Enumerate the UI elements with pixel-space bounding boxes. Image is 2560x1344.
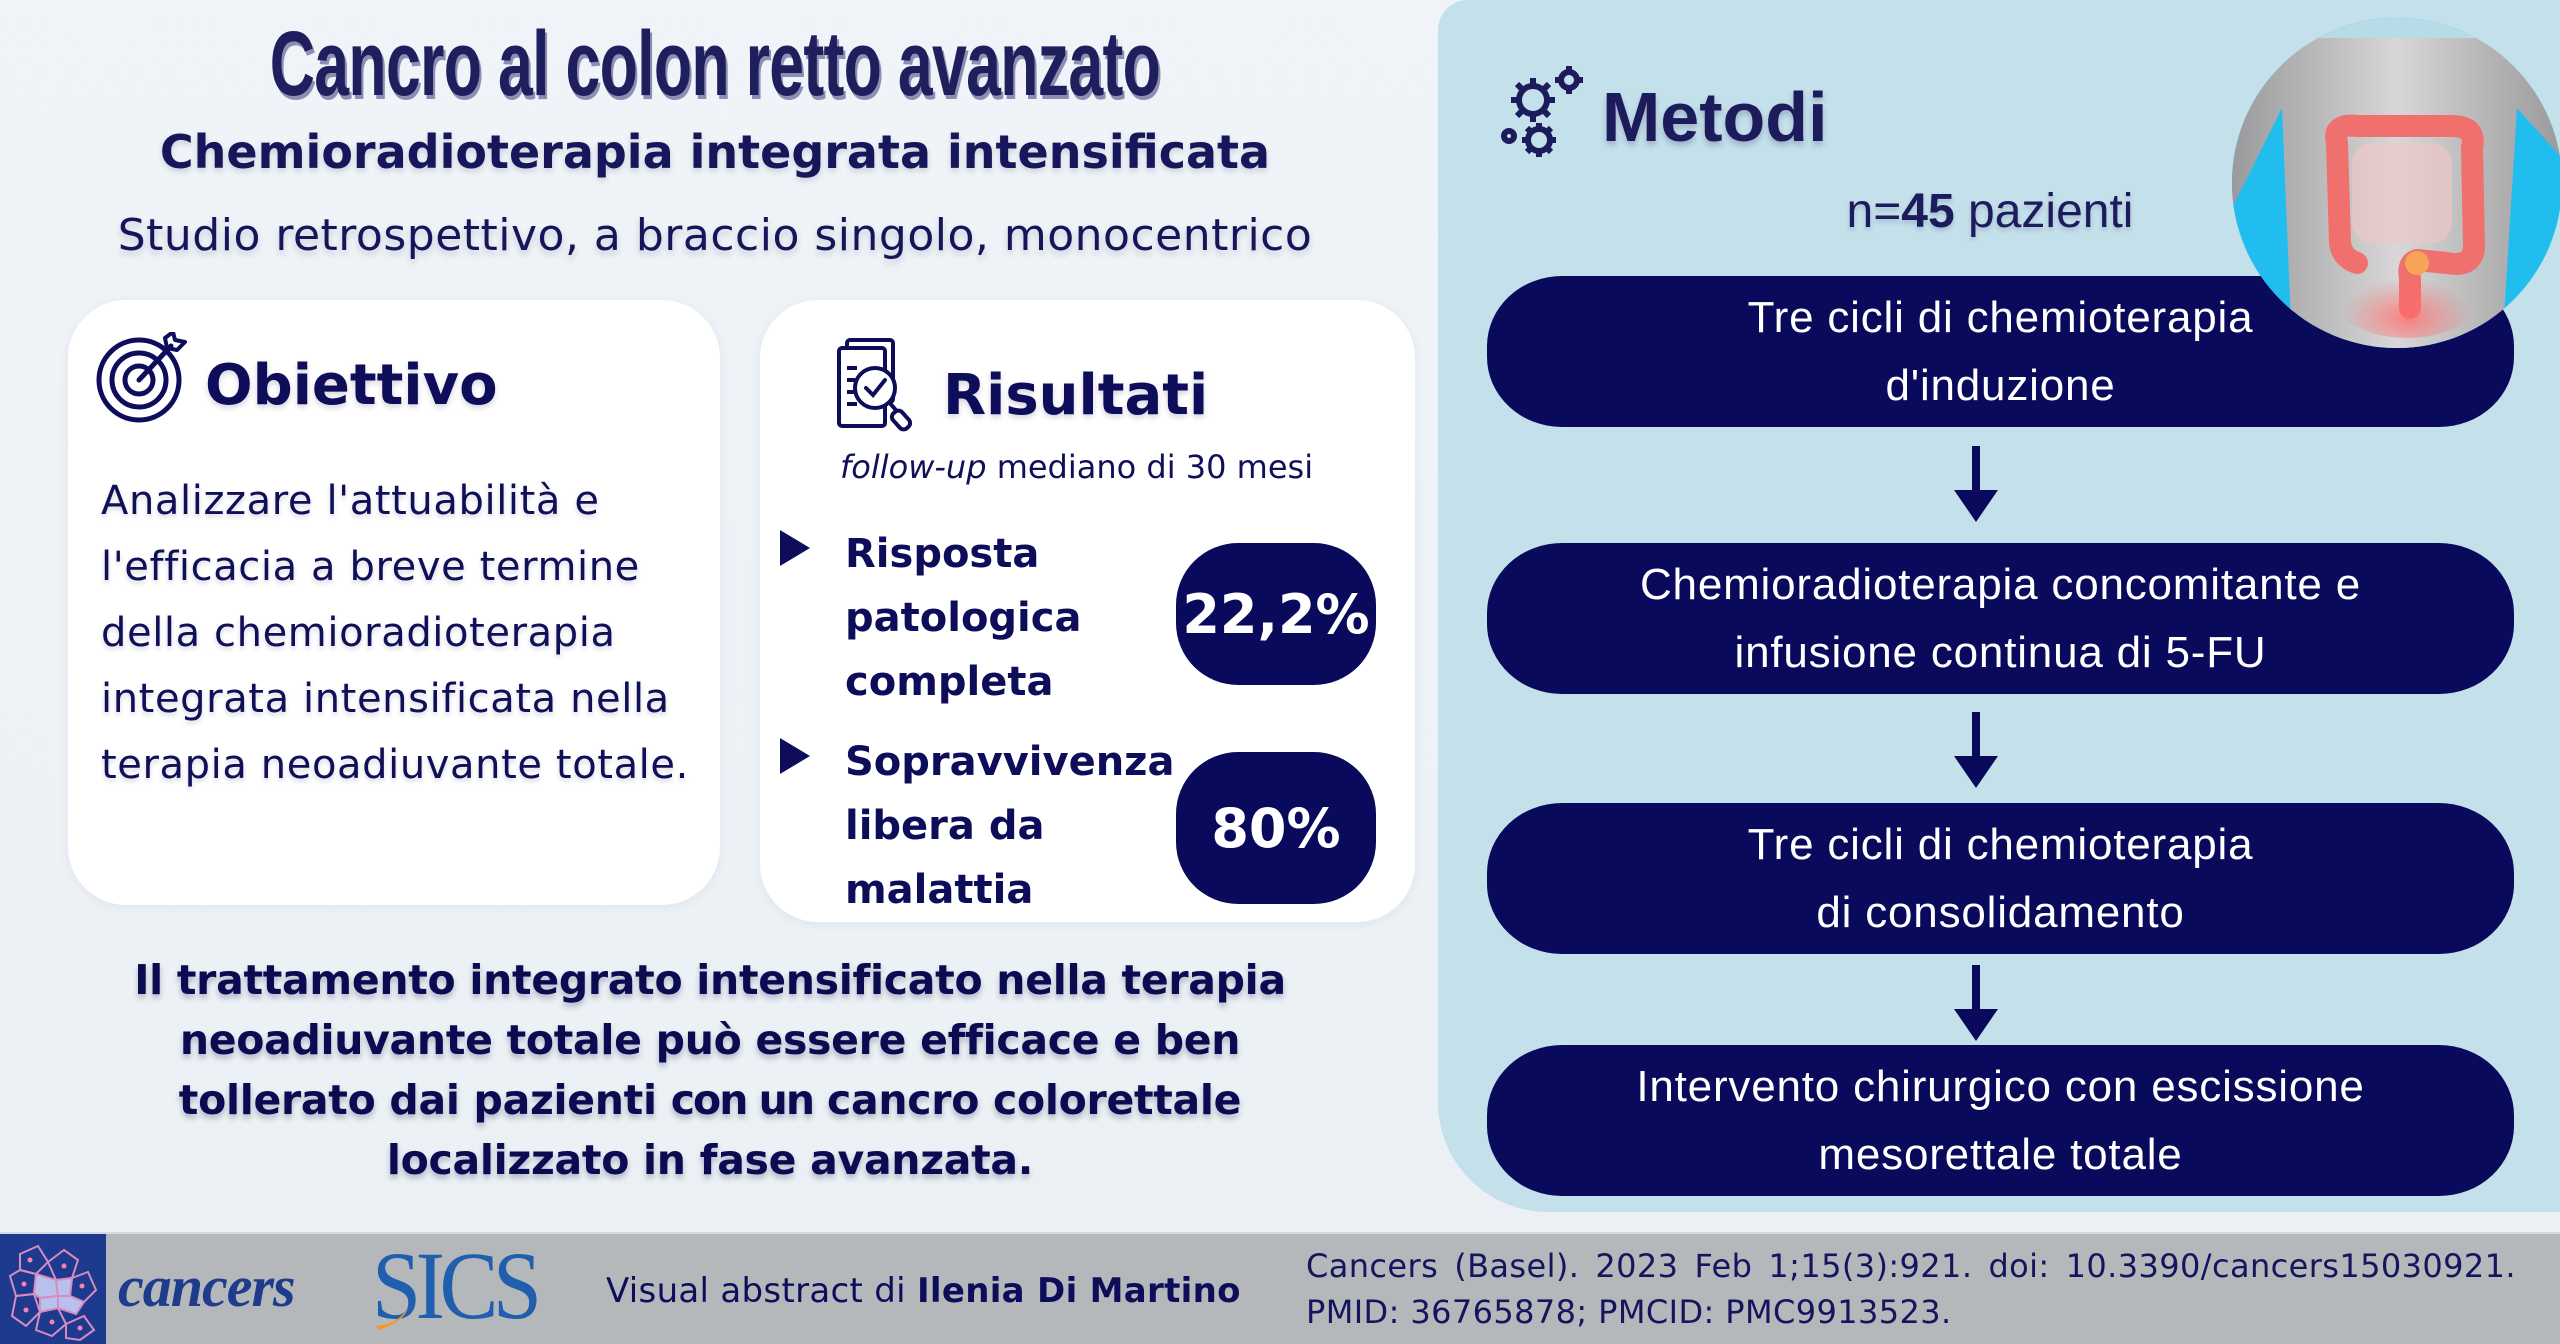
colon-anatomy-illustration bbox=[2232, 18, 2560, 348]
conclusion-fragment: cancro colorettale bbox=[813, 1076, 1242, 1124]
step-line: infusione continua di 5-FU bbox=[1734, 627, 2267, 677]
conclusion-line: Il trattamento integrato intensificato n… bbox=[134, 956, 1286, 1004]
footer bbox=[0, 1232, 2560, 1344]
conclusion-fragment: con un bbox=[670, 1076, 815, 1124]
methods-heading: Metodi bbox=[1602, 78, 1828, 156]
visual-abstract-credit: Visual abstract di Ilenia Di Martino bbox=[606, 1264, 1241, 1318]
result-value-badge: 22,2% bbox=[1176, 543, 1376, 685]
result-item-pcr: Risposta patologica completa 22,2% bbox=[780, 522, 1400, 732]
play-bullet-icon bbox=[780, 738, 810, 774]
gears-icon bbox=[1501, 66, 1583, 157]
play-bullet-icon bbox=[780, 530, 810, 566]
followup-italic: follow-up bbox=[840, 448, 987, 486]
result-label: Sopravvivenza libera da malattia bbox=[845, 739, 1175, 913]
cancers-journal-logo bbox=[0, 1234, 106, 1344]
main-title: Cancro al colon retto avanzato bbox=[269, 13, 1161, 115]
credit-author: Ilenia Di Martino bbox=[916, 1271, 1241, 1311]
citation-line-2: PMID: 36765878; PMCID: PMC9913523. bbox=[1306, 1293, 1952, 1331]
method-step-4: Intervento chirurgico con escissione meso… bbox=[1487, 1045, 2514, 1196]
subtitle: Chemioradioterapia integrata intensifica… bbox=[159, 125, 1271, 179]
target-icon bbox=[96, 332, 187, 423]
document-check-magnifier-icon bbox=[837, 338, 913, 432]
n-suffix: pazienti bbox=[1954, 185, 2134, 238]
sics-swoosh-icon bbox=[376, 1308, 408, 1330]
conclusion-fragment: tollerato dai pazienti bbox=[178, 1076, 671, 1124]
study-design: Studio retrospettivo, a braccio singolo,… bbox=[117, 210, 1313, 261]
results-heading: Risultati bbox=[943, 362, 1209, 428]
step-line: Tre cicli di chemioterapia bbox=[1747, 292, 2254, 342]
step-line: d'induzione bbox=[1885, 360, 2116, 410]
arrow-down-icon bbox=[1954, 965, 1998, 1041]
arrow-down-icon bbox=[1954, 446, 1998, 522]
followup-rest: mediano di 30 mesi bbox=[986, 448, 1314, 486]
result-value-badge: 80% bbox=[1176, 752, 1376, 904]
results-header: Risultati bbox=[835, 338, 1208, 434]
method-step-3: Tre cicli di chemioterapia di consolidame… bbox=[1487, 803, 2514, 954]
cancers-wordmark: cancers bbox=[118, 1254, 296, 1319]
conclusion: Il trattamento integrato intensificato n… bbox=[40, 950, 1380, 1190]
conclusion-line: localizzato in fase avanzata. bbox=[386, 1136, 1034, 1184]
citation-line-1: Cancers (Basel). 2023 Feb 1;15(3):921. d… bbox=[1306, 1247, 2516, 1285]
objective-card: Obiettivo Analizzare l'attuabilità e l'e… bbox=[68, 300, 720, 905]
objective-text: Analizzare l'attuabilità e l'efficacia a… bbox=[101, 478, 689, 788]
method-step-2: Chemioradioterapia concomitante e infusio… bbox=[1487, 543, 2514, 694]
conclusion-line: tollerato dai pazienti con un cancro col… bbox=[40, 1070, 1380, 1130]
result-label: Risposta patologica completa bbox=[845, 531, 1082, 705]
patient-count: n=45 pazienti bbox=[1780, 180, 2200, 244]
step-line: Chemioradioterapia concomitante e bbox=[1639, 559, 2361, 609]
citation: Cancers (Basel). 2023 Feb 1;15(3):921. d… bbox=[1306, 1243, 2516, 1335]
credit-prefix: Visual abstract di bbox=[606, 1271, 917, 1311]
conclusion-line: neoadiuvante totale può essere efficace … bbox=[179, 1016, 1241, 1064]
step-line: di consolidamento bbox=[1816, 887, 2185, 937]
step-line: Intervento chirurgico con escissione bbox=[1636, 1061, 2365, 1111]
step-line: mesorettale totale bbox=[1818, 1129, 2183, 1179]
n-value: 45 bbox=[1901, 185, 1955, 238]
result-item-dfs: Sopravvivenza libera da malattia 80% bbox=[780, 730, 1400, 930]
results-card: Risultati follow-up mediano di 30 mesi R… bbox=[760, 300, 1415, 922]
step-line: Tre cicli di chemioterapia bbox=[1747, 819, 2254, 869]
objective-header: Obiettivo bbox=[95, 332, 498, 424]
followup-text: follow-up mediano di 30 mesi bbox=[840, 445, 1313, 489]
arrow-down-icon bbox=[1954, 712, 1998, 788]
objective-heading: Obiettivo bbox=[205, 352, 498, 418]
method-step-1: Tre cicli di chemioterapia d'induzione bbox=[1487, 276, 2514, 427]
n-prefix: n= bbox=[1846, 185, 1902, 238]
